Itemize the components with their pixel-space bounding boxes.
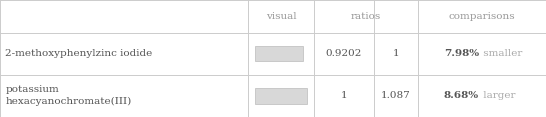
Text: 1: 1	[341, 91, 347, 100]
Text: 2-methoxyphenylzinc iodide: 2-methoxyphenylzinc iodide	[5, 49, 153, 58]
Text: ratios: ratios	[351, 12, 381, 21]
Text: comparisons: comparisons	[448, 12, 515, 21]
Text: smaller: smaller	[480, 49, 523, 58]
Text: larger: larger	[480, 91, 516, 100]
FancyBboxPatch shape	[255, 46, 303, 61]
Text: visual: visual	[266, 12, 296, 21]
FancyBboxPatch shape	[255, 88, 307, 104]
Text: 1.087: 1.087	[381, 91, 411, 100]
Text: 1: 1	[393, 49, 399, 58]
Text: 7.98%: 7.98%	[444, 49, 479, 58]
Text: 8.68%: 8.68%	[444, 91, 479, 100]
Text: potassium
hexacyanochromate(III): potassium hexacyanochromate(III)	[5, 85, 132, 106]
Text: 0.9202: 0.9202	[326, 49, 362, 58]
